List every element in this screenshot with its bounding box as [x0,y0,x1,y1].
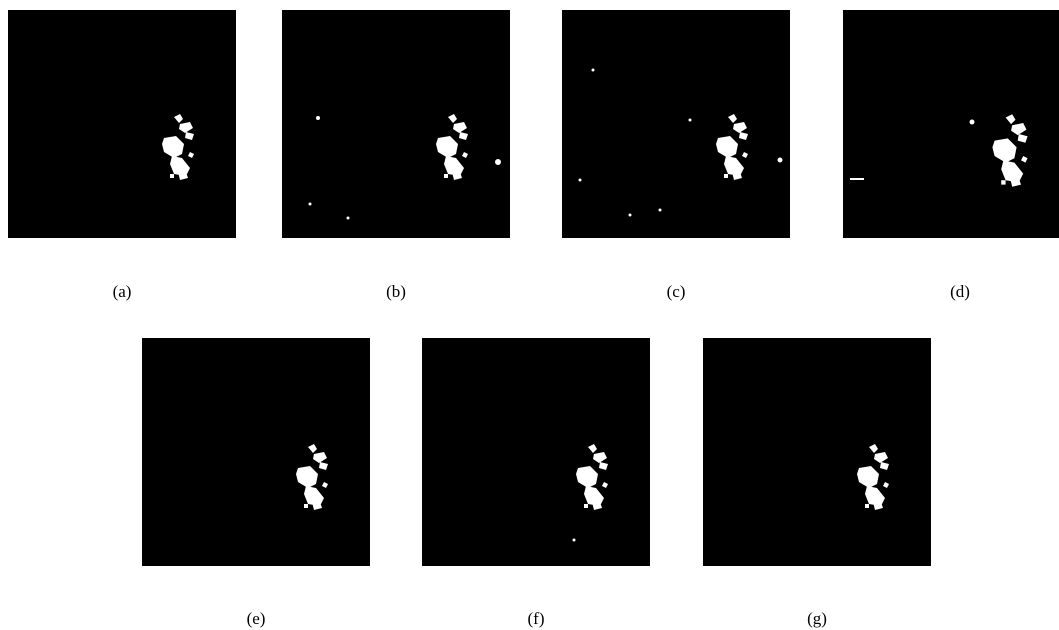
panel-caption: (e) [247,609,266,628]
panel-image [282,10,510,238]
panel-caption: (a) [113,282,132,301]
panel-image [422,338,650,566]
panel-images [8,10,1059,566]
panel-image [8,10,236,238]
panel-image [843,10,1059,238]
panel-caption: (g) [807,609,827,628]
panel-caption: (c) [667,282,686,301]
panel-caption: (d) [950,282,970,301]
panel-image [142,338,370,566]
figure: (a) (b) (c) (d) (e) (f) (g) [0,0,1059,630]
panel-image [562,10,790,238]
page: (a) (b) (c) (d) (e) (f) (g) (() => { con… [0,0,1059,630]
panel-image [703,338,931,566]
panel-caption: (b) [386,282,406,301]
panel-caption: (f) [528,609,545,628]
